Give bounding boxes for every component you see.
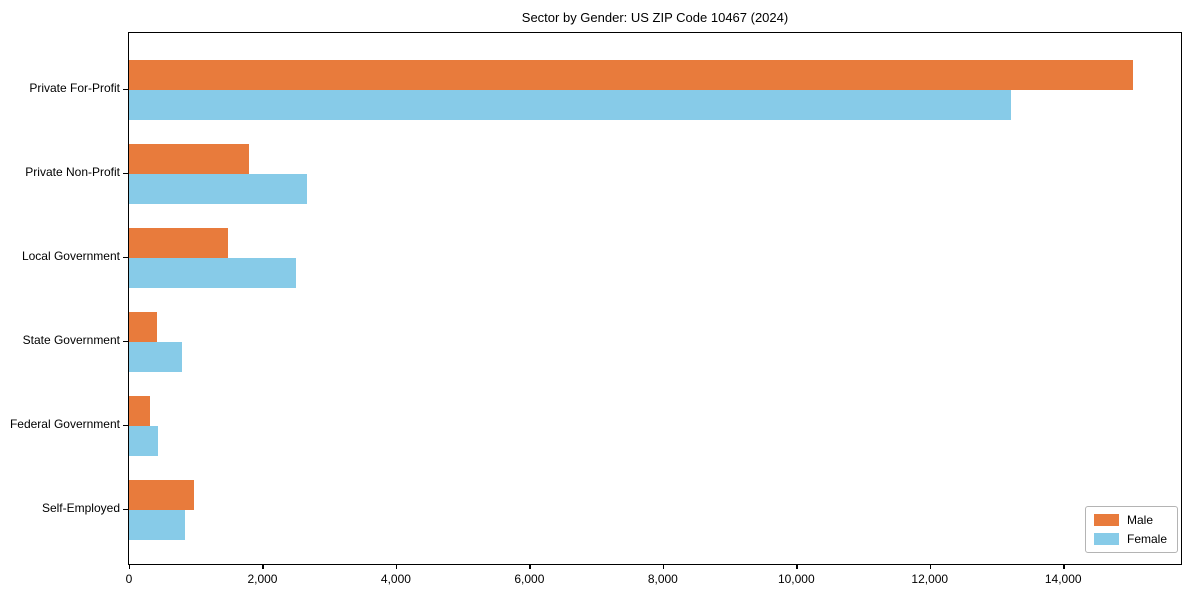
y-tick-mark (123, 425, 128, 427)
legend-label-male: Male (1126, 513, 1153, 527)
bar-female-federal-government (129, 426, 159, 456)
y-tick-mark (123, 509, 128, 511)
plot-area (128, 32, 1182, 565)
x-tick-label: 2,000 (247, 572, 278, 586)
x-tick-label: 14,000 (1044, 572, 1082, 586)
x-tick-mark (129, 565, 131, 569)
bar-male-state-government (129, 312, 158, 342)
x-tick-mark (796, 565, 798, 569)
legend-item-female: Female (1093, 532, 1167, 546)
legend-label-female: Female (1126, 532, 1167, 546)
y-tick-label: Private Non-Profit (25, 165, 120, 179)
legend: Male Female (1084, 506, 1178, 553)
bar-male-federal-government (129, 396, 150, 426)
bar-female-private-for-profit (129, 90, 1011, 120)
bar-female-local-government (129, 258, 296, 288)
y-tick-mark (123, 341, 128, 343)
y-tick-mark (123, 89, 128, 91)
bar-female-private-non-profit (129, 174, 308, 204)
y-tick-label: Self-Employed (41, 501, 120, 515)
y-tick-mark (123, 173, 128, 175)
bar-male-local-government (129, 228, 228, 258)
y-tick-mark (123, 257, 128, 259)
x-tick-label: 10,000 (777, 572, 815, 586)
x-tick-mark (395, 565, 398, 569)
bar-male-self-employed (129, 480, 194, 510)
x-tick-mark (262, 565, 264, 569)
x-tick-mark (1063, 565, 1065, 569)
bar-male-private-non-profit (129, 144, 250, 174)
x-tick-label: 12,000 (911, 572, 949, 586)
x-tick-label: 8,000 (647, 572, 678, 586)
bar-female-state-government (129, 342, 182, 372)
y-tick-label: State Government (22, 333, 120, 347)
x-tick-label: 0 (125, 572, 133, 586)
x-tick-label: 6,000 (514, 572, 545, 586)
x-tick-mark (529, 565, 531, 569)
legend-item-male: Male (1093, 513, 1167, 527)
bar-male-private-for-profit (129, 60, 1133, 90)
y-tick-label: Private For-Profit (29, 81, 120, 95)
y-tick-label: Federal Government (9, 417, 120, 431)
female-series-swatch-icon (1093, 533, 1119, 545)
x-tick-label: 4,000 (380, 572, 411, 586)
y-tick-label: Local Government (21, 249, 120, 263)
x-tick-mark (929, 565, 932, 569)
bar-female-self-employed (129, 510, 186, 540)
x-tick-mark (662, 565, 665, 569)
male-series-swatch-icon (1093, 514, 1119, 526)
chart-title: Sector by Gender: US ZIP Code 10467 (202… (521, 10, 789, 25)
